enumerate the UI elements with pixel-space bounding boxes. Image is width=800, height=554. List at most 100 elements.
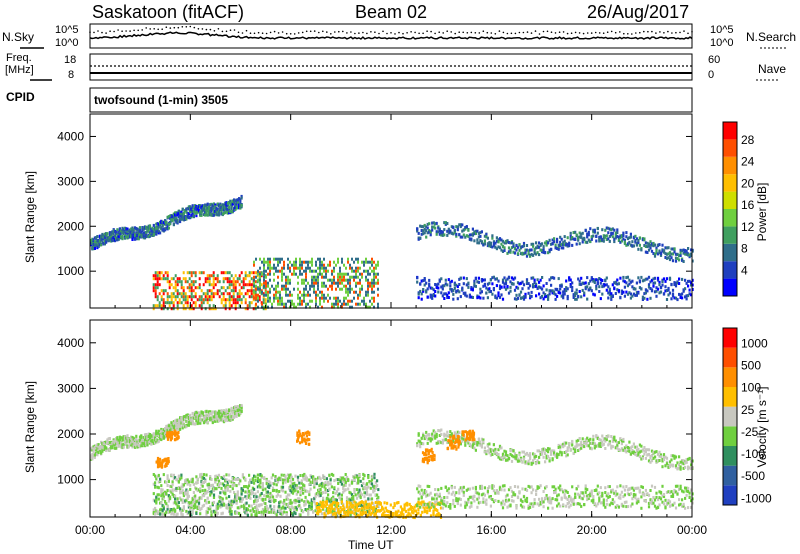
- data-cell: [281, 275, 283, 279]
- data-cell: [264, 502, 267, 505]
- data-cell: [267, 296, 269, 300]
- data-cell: [317, 272, 319, 276]
- data-cell: [234, 286, 237, 290]
- data-cell: [251, 507, 254, 511]
- data-cell: [248, 289, 251, 293]
- data-cell: [640, 275, 643, 279]
- data-cell: [157, 497, 160, 501]
- data-cell: [221, 413, 224, 417]
- data-cell: [453, 281, 456, 285]
- data-cell: [423, 231, 426, 235]
- data-cell: [215, 487, 218, 491]
- data-cell: [337, 487, 340, 491]
- data-cell: [220, 286, 223, 290]
- data-cell: [269, 266, 271, 270]
- data-cell: [154, 295, 157, 299]
- nsearch-point: [105, 32, 107, 34]
- data-cell: [333, 509, 336, 513]
- data-cell: [676, 281, 679, 285]
- data-cell: [369, 486, 372, 490]
- data-cell: [160, 484, 163, 488]
- data-cell: [566, 236, 569, 240]
- data-cell: [160, 437, 163, 440]
- data-cell: [359, 266, 361, 270]
- data-cell: [265, 275, 267, 279]
- data-cell: [641, 238, 644, 242]
- data-cell: [174, 283, 177, 287]
- data-cell: [538, 280, 541, 284]
- data-cell: [446, 293, 449, 297]
- nsearch-point: [293, 33, 296, 35]
- data-cell: [299, 299, 301, 303]
- data-cell: [234, 414, 237, 418]
- data-cell: [200, 507, 203, 510]
- data-cell: [136, 227, 139, 231]
- data-cell: [228, 504, 231, 508]
- data-cell: [465, 225, 468, 228]
- data-cell: [265, 290, 267, 294]
- data-cell: [275, 494, 278, 498]
- data-cell: [373, 272, 375, 276]
- data-cell: [253, 260, 255, 264]
- data-cell: [225, 473, 228, 477]
- data-cell: [681, 296, 684, 300]
- data-cell: [229, 507, 232, 511]
- data-cell: [211, 483, 214, 487]
- data-cell: [276, 493, 280, 497]
- data-cell: [158, 304, 161, 308]
- data-cell: [177, 215, 180, 219]
- data-cell: [176, 499, 179, 503]
- data-cell: [521, 296, 524, 300]
- data-cell: [341, 302, 343, 306]
- data-cell: [112, 238, 115, 242]
- data-cell: [141, 233, 144, 237]
- data-cell: [347, 479, 350, 483]
- data-cell: [199, 512, 202, 516]
- data-cell: [190, 292, 193, 296]
- data-cell: [190, 503, 193, 507]
- data-cell: [324, 487, 327, 491]
- nsearch-tick-top: 10^5: [710, 24, 734, 36]
- data-cell: [542, 291, 545, 295]
- data-cell: [141, 229, 144, 233]
- data-cell: [650, 249, 654, 253]
- nsearch-point: [153, 28, 155, 30]
- data-cell: [509, 280, 512, 284]
- data-cell: [175, 486, 178, 490]
- data-cell: [180, 473, 183, 477]
- data-cell: [372, 474, 375, 478]
- data-cell: [244, 292, 247, 296]
- data-cell: [583, 236, 586, 240]
- data-cell: [345, 284, 347, 288]
- data-cell: [238, 496, 241, 500]
- data-cell: [205, 409, 208, 413]
- data-cell: [229, 413, 232, 417]
- data-cell: [175, 427, 178, 431]
- data-cell: [156, 280, 159, 284]
- data-cell: [644, 291, 647, 295]
- data-cell: [255, 504, 258, 508]
- data-cell: [653, 243, 657, 247]
- data-cell: [611, 294, 614, 298]
- data-cell: [93, 446, 96, 450]
- data-cell: [459, 223, 462, 227]
- data-cell: [365, 302, 367, 306]
- data-cell: [589, 240, 592, 244]
- data-cell: [182, 492, 185, 495]
- data-cell: [228, 479, 231, 483]
- data-cell: [201, 418, 204, 422]
- data-cell: [222, 483, 226, 487]
- data-cell: [334, 498, 337, 502]
- data-cell: [423, 278, 426, 282]
- data-cell: [317, 281, 319, 285]
- data-cell: [164, 492, 167, 496]
- nsearch-point: [390, 32, 392, 34]
- data-cell: [435, 283, 438, 287]
- data-cell: [96, 447, 99, 451]
- data-cell: [136, 445, 139, 449]
- data-cell: [204, 479, 207, 483]
- data-cell: [219, 207, 222, 211]
- data-cell: [614, 231, 617, 235]
- data-cell: [368, 493, 371, 497]
- data-cell: [261, 507, 264, 511]
